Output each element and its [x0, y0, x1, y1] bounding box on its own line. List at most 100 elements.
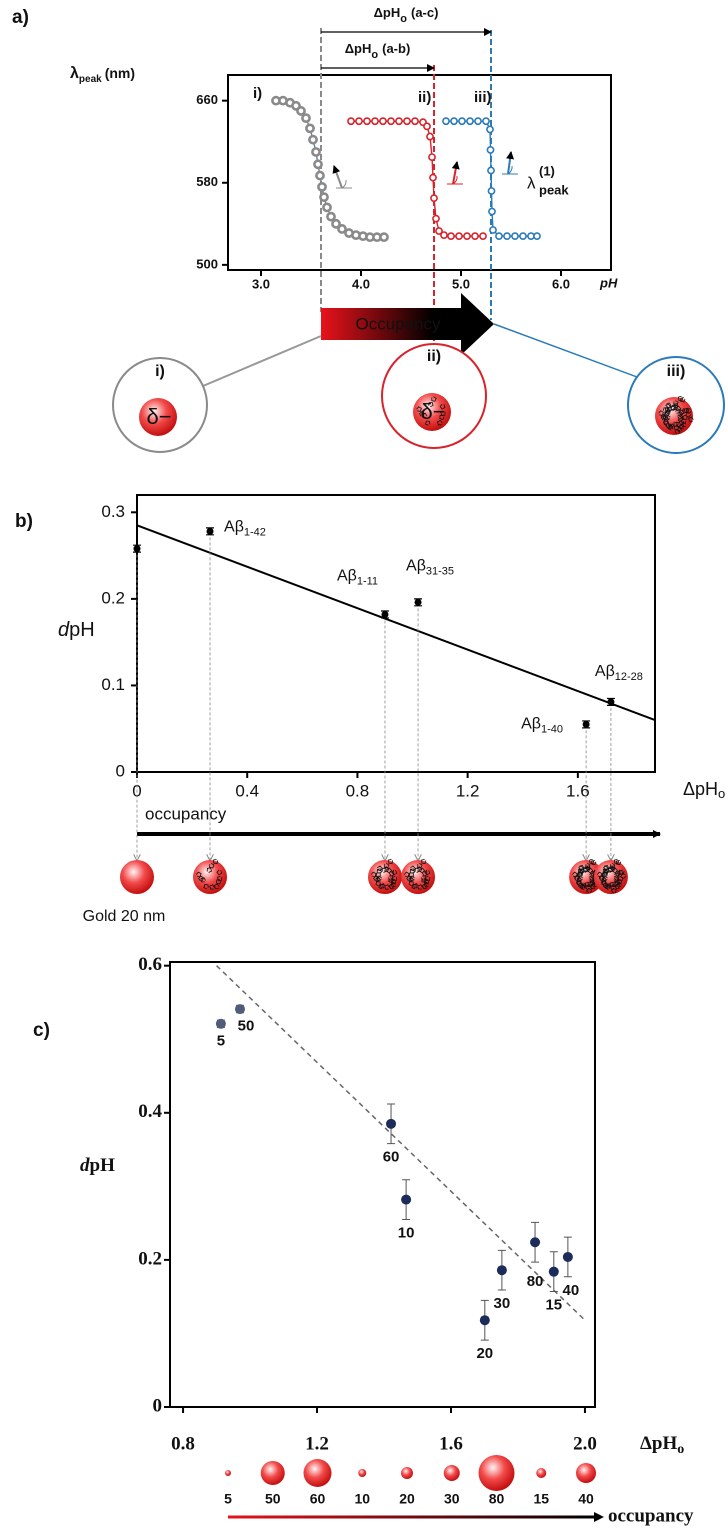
size-icon	[304, 1459, 332, 1487]
size-label: 60	[310, 1491, 326, 1507]
size-icon	[358, 1469, 366, 1477]
state-label: i)	[155, 363, 165, 380]
data-point	[320, 194, 327, 201]
label-part: pH	[69, 619, 95, 641]
fit-line	[137, 525, 655, 720]
fit-curve	[351, 121, 483, 236]
x-tick-label: 5.0	[452, 276, 470, 291]
x-tick-label: 4.0	[352, 276, 370, 291]
slope-arrow	[508, 152, 511, 174]
size-icon	[444, 1465, 460, 1481]
size-icon	[261, 1461, 285, 1485]
size-icon	[479, 1455, 515, 1491]
state-label: iii)	[667, 363, 686, 380]
data-point	[488, 188, 494, 194]
point-label: 15	[545, 1296, 562, 1313]
page-body: 3.04.05.06.0500580660a)λpeak(nm)pHΔpHo(a…	[0, 0, 728, 1528]
label-part: 1-42	[244, 526, 266, 538]
point-label: Aβ12-28	[595, 663, 643, 683]
y-axis-label: λpeak(nm)	[70, 65, 135, 85]
size-label: 10	[354, 1491, 370, 1507]
data-point	[487, 126, 493, 132]
y-tick-label: 500	[196, 256, 218, 271]
data-point	[412, 118, 418, 124]
panel-label: a)	[12, 7, 29, 28]
size-label: 15	[533, 1491, 549, 1507]
label-part: peak	[79, 74, 102, 85]
label-part: Aβ	[337, 568, 357, 585]
plot-frame	[137, 495, 655, 772]
x-axis-label: ΔpHo	[640, 1433, 684, 1457]
data-point	[327, 213, 334, 220]
label-part: d	[80, 1155, 90, 1176]
label-part: ΔpH	[374, 5, 401, 20]
occupancy-arrowhead	[594, 1512, 604, 1522]
data-point	[415, 599, 422, 606]
data-point	[488, 167, 494, 173]
label-part: o	[718, 786, 725, 801]
data-point	[297, 107, 304, 114]
point-label: Aβ1-40	[521, 716, 563, 736]
data-point	[441, 232, 447, 238]
x-tick-label: 1.6	[439, 1433, 463, 1454]
x-tick-label: 0.8	[346, 781, 370, 800]
y-tick-label: 0	[116, 761, 125, 780]
point-label: 40	[563, 1282, 580, 1299]
x-tick-label: 3.0	[252, 276, 270, 291]
size-icon	[225, 1470, 231, 1476]
size-label: 50	[265, 1491, 281, 1507]
data-point	[431, 195, 437, 201]
series-label: ii)	[418, 89, 431, 106]
x-tick-label: 0.4	[235, 781, 259, 800]
point-label: Aβ31-35	[406, 558, 454, 578]
data-point	[404, 118, 410, 124]
data-point	[504, 233, 510, 239]
slope-arrow	[334, 166, 342, 188]
size-icon	[576, 1463, 596, 1483]
data-point	[534, 233, 540, 239]
data-point	[314, 161, 321, 168]
data-point	[487, 147, 493, 153]
label-part: Aβ	[406, 558, 426, 575]
label-part: pH	[90, 1155, 116, 1176]
data-point	[433, 216, 439, 222]
data-point	[306, 125, 313, 132]
label-part: o	[677, 1442, 684, 1457]
figure: 3.04.05.06.0500580660a)λpeak(nm)pHΔpHo(a…	[0, 0, 728, 1528]
data-point	[467, 118, 473, 124]
data-point	[456, 233, 462, 239]
label-part: (nm)	[105, 65, 135, 81]
point-label: Aβ1-42	[224, 519, 266, 539]
label-part: 31-35	[426, 565, 454, 577]
charge-label: δ−	[146, 404, 171, 429]
data-point	[563, 1252, 573, 1262]
state-label: ii)	[427, 348, 441, 365]
x-tick-label: 1.2	[305, 1433, 329, 1454]
y-tick-label: 0.2	[101, 588, 125, 607]
panel-label: b)	[15, 511, 33, 532]
slope-sub: peak	[539, 182, 569, 197]
y-tick-label: 0.4	[138, 1101, 162, 1122]
slope-icon	[336, 180, 352, 188]
data-point	[427, 133, 433, 139]
data-point	[489, 208, 495, 214]
size-label: 30	[444, 1491, 460, 1507]
data-point	[607, 698, 614, 705]
data-point	[443, 118, 449, 124]
data-point	[496, 233, 502, 239]
label-part: ΔpH	[640, 1433, 677, 1454]
y-tick-label: 0.2	[138, 1248, 162, 1269]
y-axis-label: dpH	[58, 619, 95, 641]
label-part: λ	[70, 65, 79, 82]
x-tick-label: 0.8	[171, 1433, 195, 1454]
data-point	[448, 233, 454, 239]
nanoparticle	[120, 860, 154, 894]
data-point	[475, 118, 481, 124]
charge-label: δ−	[420, 399, 445, 424]
label-part: 1-11	[357, 575, 378, 587]
fit-line	[217, 966, 585, 1321]
size-icon	[401, 1467, 413, 1479]
label-part: ΔpH	[683, 779, 718, 799]
data-point	[451, 118, 457, 124]
y-tick-label: 0.3	[101, 502, 125, 521]
